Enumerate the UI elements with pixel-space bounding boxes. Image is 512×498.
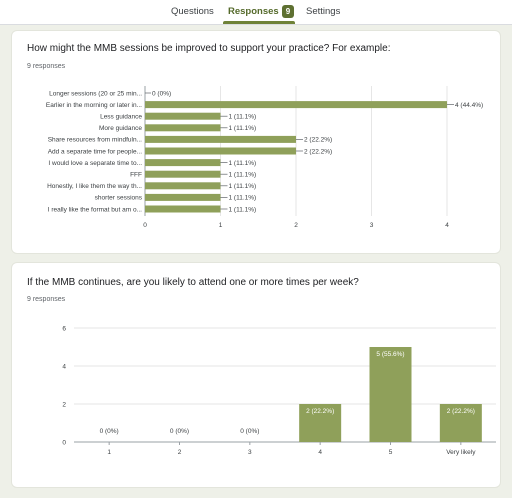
category-label: 5: [389, 449, 393, 456]
category-label: Add a separate time for people...: [48, 148, 143, 155]
tab-settings[interactable]: Settings: [306, 6, 341, 17]
question-title: How might the MMB sessions be improved t…: [27, 43, 391, 54]
bar: [145, 182, 221, 190]
bar: [145, 159, 221, 167]
tick-label: 0: [143, 222, 147, 229]
category-label: More guidance: [99, 125, 142, 132]
data-label: 1 (11.1%): [229, 183, 257, 190]
tab-responses[interactable]: Responses: [228, 6, 279, 17]
active-tab-indicator: [223, 21, 295, 24]
tick-label: 3: [370, 222, 374, 229]
bar: [439, 404, 482, 442]
category-label: Less guidance: [100, 114, 142, 121]
question-card-improvements: How might the MMB sessions be improved t…: [11, 30, 501, 254]
data-label: 2 (22.2%): [306, 408, 334, 415]
category-label: Share resources from mindfuln...: [48, 137, 142, 144]
bar: [369, 347, 412, 442]
bar: [145, 193, 221, 201]
data-label: 2 (22.2%): [447, 408, 475, 415]
category-label: 1: [107, 449, 111, 456]
question-title: If the MMB continues, are you likely to …: [27, 277, 359, 288]
category-label: Longer sessions (20 or 25 min...: [49, 90, 142, 97]
data-label: 2 (22.2%): [304, 148, 332, 155]
data-label: 1 (11.1%): [229, 125, 257, 132]
tick-label: 2: [294, 222, 298, 229]
data-label: 4 (44.4%): [455, 102, 483, 109]
data-label: 0 (0%): [240, 428, 259, 435]
tick-label: 4: [445, 222, 449, 229]
category-label: I really like the format but am o...: [48, 206, 142, 213]
bar: [299, 404, 342, 442]
category-label: 2: [178, 449, 182, 456]
tick-label: 2: [62, 401, 66, 408]
category-label: FFF: [130, 172, 142, 179]
category-label: Earlier in the morning or later in...: [46, 102, 142, 109]
data-label: 0 (0%): [170, 428, 189, 435]
data-label: 1 (11.1%): [229, 160, 257, 167]
tick-label: 0: [62, 439, 66, 446]
data-label: 0 (0%): [100, 428, 119, 435]
responses-count-badge: 9: [282, 5, 294, 18]
vertical-bar-chart: 0 2 4 6 0 (0%) 1 0 (0%) 2 0 (0%) 3 2 (22.2%) 4 5 (55…: [62, 325, 496, 456]
bar: [145, 101, 447, 109]
data-label: 1 (11.1%): [229, 114, 257, 121]
category-label: Honestly, I like them the way th...: [47, 183, 142, 190]
category-label: shorter sessions: [95, 195, 143, 202]
data-label: 1 (11.1%): [229, 195, 257, 202]
response-count: 9 responses: [27, 296, 66, 303]
bar: [145, 124, 221, 132]
data-label: 1 (11.1%): [229, 172, 257, 179]
bar: [145, 147, 296, 155]
data-label: 2 (22.2%): [304, 137, 332, 144]
horizontal-bar-chart: 0 1 2 3 4 Longer sessions (20 or 25 min... 0 (…: [46, 86, 483, 229]
top-navigation: Questions Responses 9 Settings: [0, 0, 512, 25]
tick-label: 6: [62, 325, 66, 332]
tick-label: 4: [62, 363, 66, 370]
bar: [145, 170, 221, 178]
category-label: I would love a separate time to...: [48, 160, 142, 167]
category-label: Very likely: [446, 449, 476, 456]
response-count: 9 responses: [27, 63, 66, 70]
tick-label: 1: [219, 222, 223, 229]
category-label: 3: [248, 449, 252, 456]
bar: [145, 135, 296, 143]
bar: [145, 112, 221, 120]
data-label: 0 (0%): [152, 90, 171, 97]
tab-questions[interactable]: Questions: [171, 6, 214, 17]
data-label: 1 (11.1%): [229, 206, 257, 213]
data-label: 5 (55.6%): [376, 351, 404, 358]
bar: [145, 205, 221, 213]
category-label: 4: [318, 449, 322, 456]
question-card-attendance: If the MMB continues, are you likely to …: [11, 262, 501, 488]
